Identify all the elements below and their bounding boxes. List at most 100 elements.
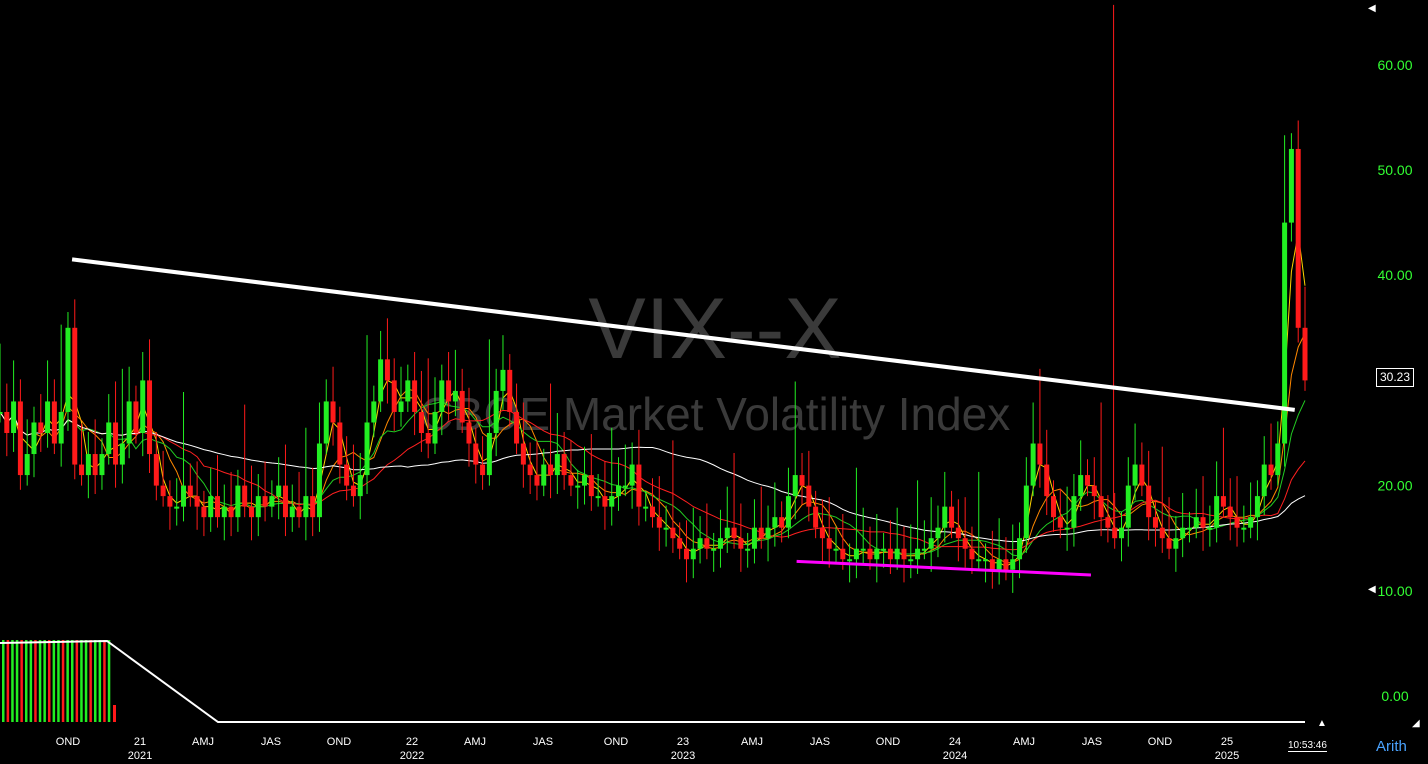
candle-body — [432, 411, 438, 444]
candle-body — [452, 390, 458, 402]
candle-body — [357, 475, 363, 497]
candle-body — [160, 485, 166, 497]
candle-body — [371, 401, 377, 423]
candle-body — [473, 443, 479, 465]
candle-body — [201, 506, 207, 518]
x-year-full-label: 2023 — [671, 750, 695, 762]
y-tick-label: 20.00 — [1377, 478, 1412, 494]
candle-body — [908, 559, 914, 562]
candle-body — [1248, 517, 1254, 528]
candle-body — [622, 485, 628, 488]
indicator-bar — [89, 640, 92, 722]
indicator-bar — [75, 640, 79, 722]
candle-body — [1044, 464, 1050, 497]
last-price-badge: 30.23 — [1376, 368, 1414, 387]
candle-body — [167, 496, 173, 507]
candle-body — [208, 496, 214, 518]
indicator-bar — [2, 640, 5, 722]
candle-body — [779, 517, 785, 528]
candle-body — [806, 485, 812, 507]
expand-arrow-icon[interactable]: ▲ — [1317, 718, 1327, 729]
candle-body — [174, 506, 180, 509]
indicator-bar — [11, 640, 14, 722]
candle-body — [235, 485, 241, 518]
candle-body — [1071, 496, 1077, 528]
x-year-full-label: 2025 — [1215, 750, 1239, 762]
candle-body — [840, 548, 846, 560]
indicator-bar — [15, 640, 19, 722]
scroll-up-arrow-icon[interactable]: ◀ — [1368, 3, 1376, 14]
candle-body — [1098, 496, 1104, 518]
candle-body — [833, 548, 839, 551]
x-year-label: 25 — [1221, 736, 1233, 748]
candle-body — [901, 548, 907, 560]
indicator-bar — [98, 640, 102, 722]
candle-body — [1200, 517, 1206, 528]
candle-body — [51, 401, 57, 444]
ma-line-50 — [0, 411, 1306, 543]
x-year-full-label: 2024 — [943, 750, 967, 762]
indicator-bar — [84, 640, 88, 722]
x-year-label: 23 — [677, 736, 689, 748]
clock: 10:53:46 — [1288, 740, 1327, 752]
candle-body — [724, 527, 730, 539]
candle-body — [92, 454, 98, 476]
candle-body — [514, 411, 520, 444]
candle-body — [602, 496, 608, 507]
candle-body — [595, 496, 601, 499]
candle-body — [289, 506, 295, 518]
candle-body — [303, 496, 309, 518]
support-trendline[interactable] — [796, 559, 1092, 577]
candle-body — [616, 485, 622, 497]
candle-body — [72, 327, 78, 465]
indicator-panel — [0, 639, 1305, 723]
candle-body — [181, 485, 187, 507]
resistance-trendline[interactable] — [71, 257, 1295, 412]
candle-body — [881, 548, 887, 551]
candle-body — [1261, 464, 1267, 497]
candle-body — [364, 422, 370, 476]
candle-body — [507, 369, 513, 412]
candle-body — [1193, 517, 1199, 528]
scale-mode-button[interactable]: Arith — [1376, 738, 1407, 755]
candle-body — [11, 401, 17, 433]
candle-body — [1220, 496, 1226, 507]
candle-body — [989, 559, 995, 570]
candle-body — [1146, 485, 1152, 518]
candle-body — [717, 538, 723, 549]
candle-body — [1085, 475, 1090, 486]
candle-body — [316, 443, 322, 518]
candles — [0, 4, 1308, 593]
indicator-bar — [113, 705, 116, 722]
collapse-arrow-icon[interactable]: ◢ — [1412, 718, 1420, 729]
candle-body — [819, 527, 825, 539]
x-year-full-label: 2022 — [400, 750, 424, 762]
candle-body — [255, 496, 261, 518]
x-year-label: 21 — [134, 736, 146, 748]
candle-body — [1227, 506, 1233, 518]
indicator-bar — [20, 640, 23, 722]
indicator-bar — [80, 640, 83, 722]
candle-body — [1003, 559, 1009, 570]
candle-body — [561, 454, 567, 476]
candle-body — [350, 485, 356, 497]
drawn-lines[interactable] — [71, 257, 1295, 577]
y-tick-label: 60.00 — [1377, 57, 1412, 73]
indicator-bar — [103, 640, 106, 722]
candle-body — [493, 390, 499, 433]
candle-body — [1268, 464, 1274, 476]
candle-body — [915, 548, 921, 560]
candle-body — [582, 475, 588, 486]
indicator-bar — [66, 640, 69, 722]
candle-body — [1139, 464, 1145, 486]
x-quarter-label: OND — [56, 736, 81, 748]
candle-body — [1241, 527, 1247, 530]
y-tick-label: 10.00 — [1377, 583, 1412, 599]
indicator-bar — [52, 640, 56, 722]
candle-body — [738, 538, 744, 549]
candle-body — [221, 506, 227, 518]
x-quarter-label: JAS — [1082, 736, 1102, 748]
candle-body — [935, 527, 941, 539]
candle-body — [731, 527, 737, 539]
